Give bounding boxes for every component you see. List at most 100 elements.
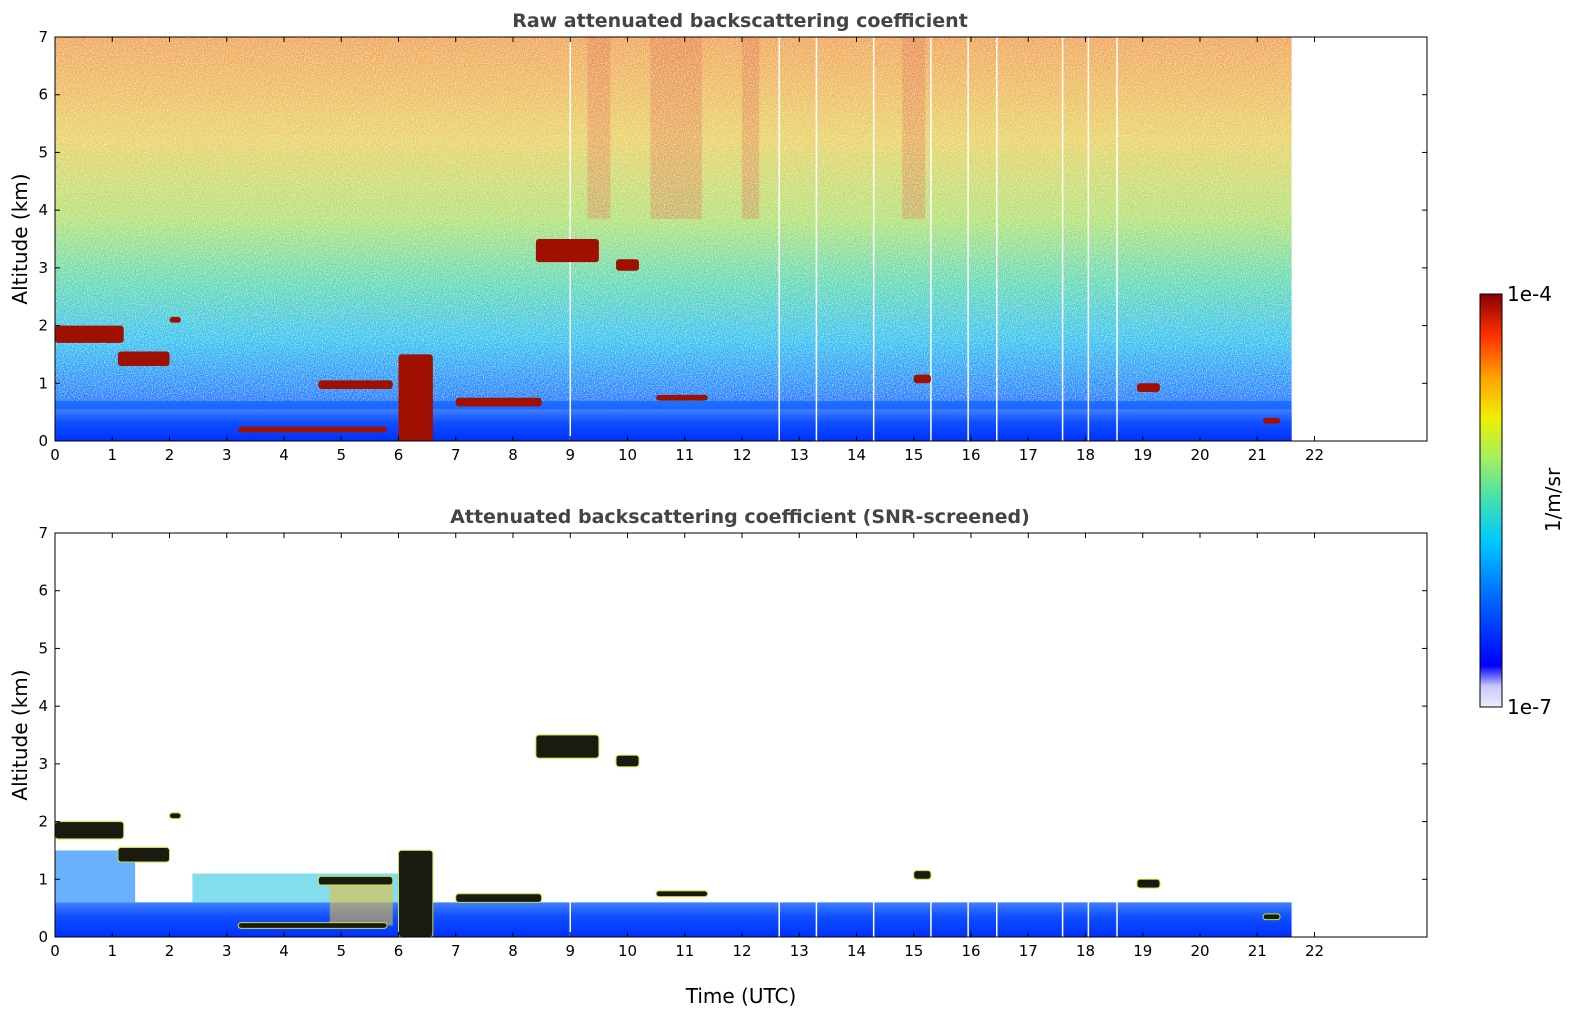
cloud-feature	[913, 870, 932, 880]
y-axis-label: Altitude (km)	[8, 173, 32, 304]
chart-title: Attenuated backscattering coefficient (S…	[450, 506, 1030, 528]
cloud-feature	[1136, 878, 1161, 889]
x-tick-label: 16	[961, 942, 980, 960]
convective-plume	[329, 879, 393, 926]
x-tick-label: 8	[508, 446, 518, 464]
x-tick-label: 21	[1248, 942, 1267, 960]
y-tick-label: 5	[38, 143, 48, 161]
x-tick-label: 10	[618, 942, 637, 960]
x-tick-label: 12	[732, 446, 751, 464]
x-tick-label: 21	[1248, 446, 1267, 464]
heatmap-image	[54, 734, 1292, 938]
cloud-feature	[54, 821, 125, 840]
y-tick-label: 0	[38, 928, 48, 946]
cloud-feature	[535, 734, 600, 759]
colorbar-min-label: 1e-7	[1507, 695, 1552, 719]
cloud-feature	[656, 394, 708, 401]
y-tick-label: 7	[38, 524, 48, 542]
x-tick-label: 6	[394, 446, 404, 464]
x-tick-label: 2	[165, 446, 175, 464]
y-tick-label: 0	[38, 432, 48, 450]
x-tick-label: 18	[1076, 942, 1095, 960]
x-tick-label: 0	[50, 446, 60, 464]
y-tick-label: 7	[38, 28, 48, 46]
cloud-feature	[1262, 913, 1281, 921]
x-tick-label: 19	[1133, 446, 1152, 464]
colorbar: 1e-4 1e-7 1/m/sr	[1479, 282, 1565, 719]
x-tick-label: 12	[732, 942, 751, 960]
x-tick-label: 9	[565, 942, 575, 960]
x-tick-label: 4	[279, 446, 289, 464]
surface-layer	[55, 409, 1292, 441]
cloud-feature	[913, 374, 931, 384]
x-tick-label: 17	[1019, 942, 1038, 960]
x-tick-label: 22	[1305, 942, 1324, 960]
cloud-feature	[655, 890, 709, 898]
x-tick-label: 5	[336, 942, 346, 960]
x-tick-label: 6	[394, 942, 404, 960]
x-tick-label: 0	[50, 942, 60, 960]
y-tick-label: 6	[38, 86, 48, 104]
cloud-feature	[535, 239, 599, 263]
y-axis-label: Altitude (km)	[8, 669, 32, 800]
noise-speckle	[55, 37, 1292, 401]
x-tick-label: 13	[790, 446, 809, 464]
cloud-feature	[455, 893, 543, 903]
cloud-feature	[1262, 417, 1281, 424]
x-tick-label: 8	[508, 942, 518, 960]
x-tick-label: 4	[279, 942, 289, 960]
plot-frame	[54, 532, 1428, 938]
raw-backscatter-panel: Raw attenuated backscattering coefficien…	[8, 10, 1428, 464]
cloud-feature	[169, 812, 182, 820]
x-tick-label: 7	[451, 942, 461, 960]
x-tick-label: 20	[1190, 446, 1209, 464]
y-tick-label: 2	[38, 813, 48, 831]
cloud-feature	[238, 426, 388, 433]
cloud-feature	[398, 354, 433, 441]
y-tick-label: 4	[38, 201, 48, 219]
cloud-feature	[455, 397, 542, 407]
chart-title: Raw attenuated backscattering coefficien…	[512, 10, 968, 32]
y-tick-label: 1	[38, 374, 48, 392]
y-tick-label: 3	[38, 259, 48, 277]
x-tick-label: 2	[165, 942, 175, 960]
x-tick-label: 7	[451, 446, 461, 464]
y-axis-ticks: 0 1 2 3 4 5 6 7	[38, 28, 1427, 450]
x-axis-ticks: 0 1 2 3 4 5 6 7 8 9 10 11 12 13 14 15 16 17 18 19 20 21 22	[50, 37, 1324, 464]
x-tick-label: 10	[618, 446, 637, 464]
x-tick-label: 5	[336, 446, 346, 464]
cloud-feature	[318, 380, 393, 390]
cloud-feature	[317, 875, 394, 886]
x-tick-label: 11	[675, 942, 694, 960]
x-tick-label: 22	[1305, 446, 1324, 464]
x-tick-label: 3	[222, 446, 232, 464]
colorbar-gradient	[1479, 293, 1503, 708]
x-tick-label: 11	[675, 446, 694, 464]
x-tick-label: 1	[107, 446, 117, 464]
y-tick-label: 5	[38, 639, 48, 657]
cloud-feature	[169, 316, 181, 323]
cloud-feature	[615, 754, 640, 768]
y-axis-ticks: 0 1 2 3 4 5 6 7	[38, 524, 1427, 946]
surface-layer	[55, 902, 1292, 937]
y-tick-label: 4	[38, 697, 48, 715]
colorbar-unit-label: 1/m/sr	[1541, 467, 1565, 532]
plot-frame	[54, 36, 1428, 442]
y-tick-label: 1	[38, 870, 48, 888]
heatmap-image	[55, 37, 1292, 441]
cloud-feature	[55, 325, 124, 343]
x-tick-label: 1	[107, 942, 117, 960]
x-tick-label: 17	[1019, 446, 1038, 464]
x-tick-label: 18	[1076, 446, 1095, 464]
x-tick-label: 14	[847, 446, 866, 464]
y-tick-label: 6	[38, 582, 48, 600]
x-tick-label: 9	[565, 446, 575, 464]
x-tick-label: 14	[847, 942, 866, 960]
x-tick-label: 16	[961, 446, 980, 464]
y-tick-label: 2	[38, 317, 48, 335]
cloud-feature	[398, 849, 434, 938]
x-tick-label: 20	[1190, 942, 1209, 960]
colorbar-max-label: 1e-4	[1507, 282, 1552, 306]
x-tick-label: 13	[790, 942, 809, 960]
